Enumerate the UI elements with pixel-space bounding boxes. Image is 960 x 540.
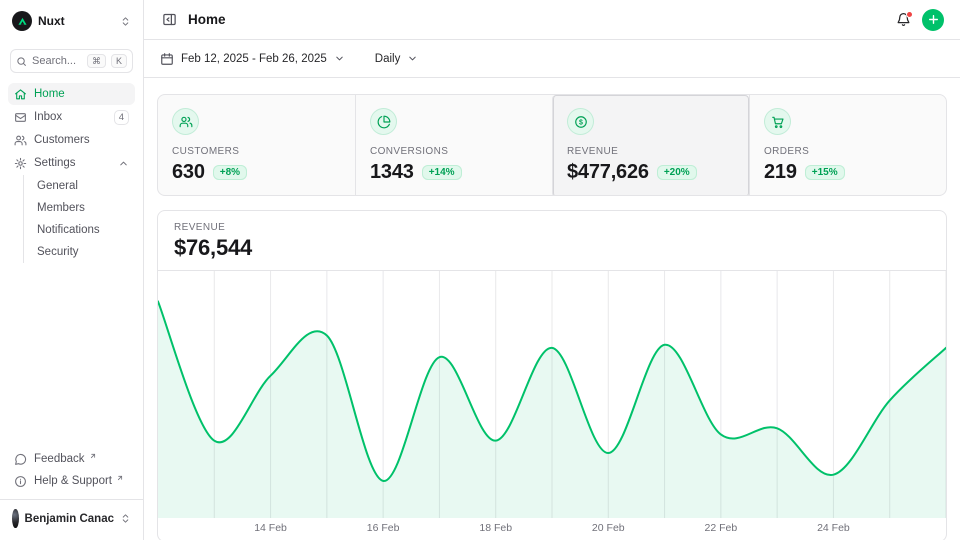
stat-label: CUSTOMERS	[172, 146, 240, 157]
series-line	[158, 300, 946, 482]
kbd-meta: ⌘	[86, 53, 106, 69]
sidebar-item-label: Settings	[34, 157, 76, 169]
content: CUSTOMERS 630 +8% CONVERSIONS 1343 +14%	[144, 78, 960, 540]
external-link-icon	[89, 452, 97, 460]
nuxt-logo-icon	[12, 11, 32, 31]
team-switcher[interactable]: Nuxt	[8, 8, 135, 34]
stat-label: ORDERS	[764, 146, 810, 157]
user-name: Benjamin Canac	[24, 512, 114, 525]
feedback-link[interactable]: Feedback	[8, 448, 135, 470]
area-fill	[158, 301, 946, 518]
sidebar-item-general[interactable]: General	[37, 180, 78, 192]
add-button[interactable]	[922, 8, 944, 31]
chart-x-axis: 14 Feb 16 Feb 18 Feb 20 Feb 22 Feb 24 Feb	[158, 518, 946, 540]
user-menu[interactable]: Benjamin Canac	[8, 505, 135, 532]
users-icon	[172, 108, 199, 135]
sidebar-nav: Home Inbox 4 Customers Settings	[8, 83, 135, 263]
stat-delta-badge: +15%	[804, 165, 845, 180]
granularity-value: Daily	[374, 52, 401, 65]
chevron-up-icon	[118, 158, 129, 169]
x-tick-label: 14 Feb	[254, 522, 287, 534]
page-title: Home	[188, 12, 226, 27]
chart-pie-icon	[370, 108, 397, 135]
stat-label: CONVERSIONS	[370, 146, 449, 157]
filters-toolbar: Feb 12, 2025 - Feb 26, 2025 Daily	[144, 40, 960, 78]
sidebar-item-home[interactable]: Home	[8, 83, 135, 105]
sidebar-footer: Feedback Help & Support Benjamin Canac	[0, 448, 143, 532]
info-circle-icon	[14, 475, 27, 488]
footer-link-label: Feedback	[34, 453, 85, 465]
collapse-sidebar-button[interactable]	[160, 10, 179, 29]
chart-canvas	[158, 271, 946, 518]
sidebar-item-members[interactable]: Members	[37, 202, 85, 214]
revenue-area-chart[interactable]	[158, 271, 946, 518]
kbd-k: K	[110, 53, 127, 69]
sidebar-item-label: Home	[34, 88, 65, 100]
stat-delta-badge: +14%	[421, 165, 462, 180]
stat-value: $477,626	[567, 161, 649, 183]
help-support-link[interactable]: Help & Support	[8, 470, 135, 492]
stat-card-conversions[interactable]: CONVERSIONS 1343 +14%	[355, 95, 552, 195]
sidebar-item-label: Inbox	[34, 111, 63, 123]
stat-card-customers[interactable]: CUSTOMERS 630 +8%	[158, 95, 355, 195]
stats-row: CUSTOMERS 630 +8% CONVERSIONS 1343 +14%	[157, 94, 947, 196]
chevron-up-down-icon	[120, 16, 131, 27]
search-placeholder: Search...	[32, 55, 77, 67]
search-input[interactable]: Search... ⌘ K	[10, 49, 133, 73]
x-tick-label: 20 Feb	[591, 522, 625, 534]
sidebar-item-label: Customers	[34, 134, 90, 146]
stat-delta-badge: +8%	[212, 165, 248, 180]
footer-link-label: Help & Support	[34, 475, 112, 487]
stat-value: 219	[764, 161, 797, 183]
calendar-icon	[160, 52, 174, 66]
granularity-select[interactable]: Daily	[375, 53, 419, 65]
inbox-count-badge: 4	[113, 109, 129, 125]
sidebar-item-settings[interactable]: Settings	[8, 152, 135, 174]
settings-submenu: General Members Notifications Security	[23, 175, 135, 263]
x-tick-label: 24 Feb	[817, 522, 850, 534]
users-icon	[14, 134, 27, 147]
chart-label: REVENUE	[174, 222, 226, 233]
x-tick-label: 18 Feb	[479, 522, 513, 534]
revenue-chart-card: REVENUE $76,544 14 Feb 16 Feb 18 Feb 20 Feb…	[157, 210, 947, 540]
sidebar-item-customers[interactable]: Customers	[8, 129, 135, 151]
home-icon	[14, 88, 27, 101]
chart-value: $76,544	[174, 235, 252, 260]
chevron-up-down-icon	[120, 513, 131, 524]
date-range-picker[interactable]: Feb 12, 2025 - Feb 26, 2025	[160, 52, 345, 66]
main-area: Home Feb 12, 2025 - Feb 26, 2025	[144, 0, 960, 540]
inbox-icon	[14, 111, 27, 124]
x-tick-label: 16 Feb	[366, 522, 400, 534]
external-link-icon	[116, 474, 124, 482]
chevron-down-icon	[407, 53, 418, 64]
brand-name: Nuxt	[38, 14, 65, 28]
date-range-value: Feb 12, 2025 - Feb 26, 2025	[181, 52, 327, 65]
chart-header: REVENUE $76,544	[158, 211, 946, 271]
stat-card-orders[interactable]: ORDERS 219 +15%	[749, 95, 946, 195]
stat-card-revenue[interactable]: $ REVENUE $477,626 +20%	[552, 95, 749, 195]
chevron-down-icon	[334, 53, 345, 64]
cart-icon	[764, 108, 791, 135]
stat-value: 1343	[370, 161, 414, 183]
notifications-button[interactable]	[894, 10, 913, 29]
svg-text:$: $	[579, 119, 583, 126]
sidebar: Nuxt Search... ⌘ K Home	[0, 0, 144, 540]
header: Home	[144, 0, 960, 40]
sidebar-item-inbox[interactable]: Inbox 4	[8, 106, 135, 128]
stat-delta-badge: +20%	[656, 165, 697, 180]
circle-dollar-icon: $	[567, 108, 594, 135]
x-tick-label: 22 Feb	[704, 522, 738, 534]
sidebar-item-notifications[interactable]: Notifications	[37, 224, 100, 236]
gear-icon	[14, 157, 27, 170]
avatar	[12, 509, 19, 528]
search-icon	[16, 56, 27, 67]
stat-label: REVENUE	[567, 146, 619, 157]
notification-dot	[906, 11, 913, 18]
stat-value: 630	[172, 161, 205, 183]
chat-bubble-icon	[14, 453, 27, 466]
sidebar-item-security[interactable]: Security	[37, 246, 79, 258]
